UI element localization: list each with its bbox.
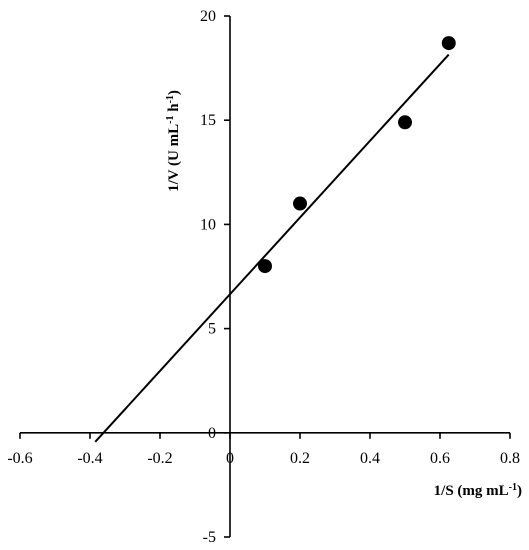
data-point [293, 196, 307, 211]
x-tick-label: -0.6 [7, 450, 32, 467]
y-ticks: -5 0 5 10 15 20 [200, 8, 230, 546]
trendline [94, 53, 450, 443]
y-axis-title-mid: h [166, 103, 182, 116]
trendline-layer [94, 53, 450, 443]
x-tick-label: 0.4 [360, 450, 380, 467]
y-tick-label: 0 [208, 425, 216, 442]
x-axis-title-suffix: ) [517, 483, 522, 499]
y-axis-title: 1/V (U mL-1 h-1) [165, 90, 183, 192]
y-axis-title-prefix: 1/V (U mL [166, 124, 182, 192]
x-tick-label: 0.2 [290, 450, 310, 467]
x-tick-label: 0.6 [430, 450, 450, 467]
data-point [258, 259, 272, 274]
x-tick-label: -0.4 [77, 450, 102, 467]
data-point [441, 36, 456, 51]
y-tick-label: 5 [208, 321, 216, 338]
x-ticks: -0.6 -0.4 -0.2 0 0.2 0.4 0.6 0.8 [7, 432, 520, 467]
x-axis-title-superscript: -1 [509, 481, 517, 492]
x-axis-title: 1/S (mg mL-1) [434, 481, 522, 499]
y-tick-label: 15 [200, 112, 216, 129]
y-tick-label: 10 [200, 216, 216, 233]
x-axis-title-prefix: 1/S (mg mL [434, 483, 509, 499]
data-point [398, 115, 412, 130]
x-tick-label: 0 [226, 450, 234, 467]
data-points [258, 36, 456, 274]
x-tick-label: -0.2 [147, 450, 172, 467]
axes [20, 16, 510, 537]
y-tick-label: -5 [203, 529, 216, 546]
y-axis-title-suffix: ) [166, 90, 182, 95]
y-axis-title-superscript-2: -1 [165, 95, 176, 103]
x-tick-label: 0.8 [500, 450, 520, 467]
y-axis-title-superscript-1: -1 [165, 116, 176, 124]
y-tick-label: 20 [200, 8, 216, 25]
